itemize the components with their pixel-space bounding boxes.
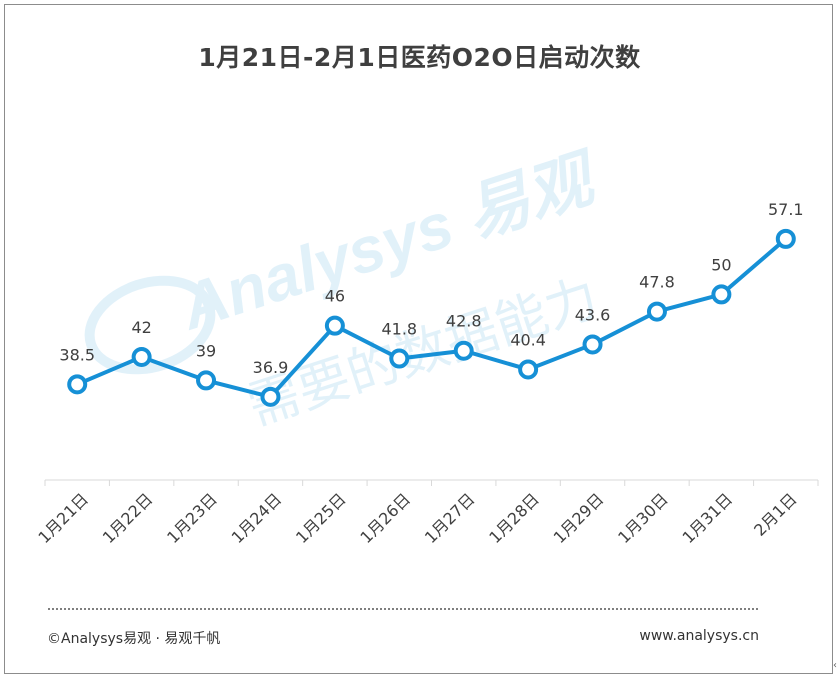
x-tick-label: 1月27日 bbox=[421, 489, 479, 547]
data-point bbox=[582, 334, 603, 355]
footer-divider bbox=[48, 608, 758, 610]
data-label: 57.1 bbox=[768, 200, 804, 219]
x-tick-label: 1月28日 bbox=[485, 489, 543, 547]
data-point bbox=[711, 284, 732, 305]
data-point bbox=[775, 228, 796, 249]
data-point bbox=[324, 315, 345, 336]
x-tick-label: 1月26日 bbox=[356, 489, 414, 547]
data-point bbox=[453, 340, 474, 361]
data-label: 50 bbox=[711, 255, 731, 274]
x-tick-label: 1月31日 bbox=[679, 489, 737, 547]
data-label: 47.8 bbox=[639, 273, 675, 292]
x-axis-labels: 1月21日 1月22日 1月23日 1月24日 1月25日 1月26日 1月27日 1月28日… bbox=[34, 489, 800, 547]
data-label: 36.9 bbox=[253, 358, 289, 377]
edge-mark: ‹ bbox=[833, 660, 837, 671]
data-label: 43.6 bbox=[575, 305, 611, 324]
x-tick-label: 2月1日 bbox=[750, 489, 800, 539]
data-label: 39 bbox=[196, 341, 216, 360]
data-label: 42.8 bbox=[446, 312, 482, 331]
data-label: 41.8 bbox=[381, 320, 417, 339]
data-point bbox=[67, 374, 88, 395]
data-labels: 38.5 42 39 36.9 46 41.8 42.8 40.4 43.6 47.8 50 57.1 bbox=[59, 200, 803, 377]
data-point bbox=[260, 386, 281, 407]
x-tick-label: 1月21日 bbox=[34, 489, 92, 547]
chart-title: 1月21日-2月1日医药O2O日启动次数 bbox=[198, 43, 641, 72]
data-label: 42 bbox=[131, 318, 151, 337]
series-line bbox=[76, 237, 788, 399]
data-points bbox=[67, 228, 796, 407]
x-axis-ticks bbox=[44, 480, 819, 486]
footer-source: ©Analysys易观 · 易观千帆 bbox=[47, 631, 221, 647]
data-point bbox=[518, 359, 539, 380]
x-tick-label: 1月22日 bbox=[99, 489, 157, 547]
data-label: 40.4 bbox=[510, 330, 546, 349]
x-tick-label: 1月24日 bbox=[228, 489, 286, 547]
x-tick-label: 1月23日 bbox=[163, 489, 221, 547]
footer-url: www.analysys.cn bbox=[639, 628, 759, 644]
x-tick-label: 1月30日 bbox=[614, 489, 672, 547]
x-tick-label: 1月25日 bbox=[292, 489, 350, 547]
data-label: 46 bbox=[325, 287, 345, 306]
x-tick-label: 1月29日 bbox=[550, 489, 608, 547]
data-point bbox=[646, 301, 667, 322]
data-label: 38.5 bbox=[59, 345, 95, 364]
chart-frame bbox=[4, 4, 833, 674]
data-point bbox=[131, 346, 152, 367]
data-point bbox=[389, 348, 410, 369]
data-point bbox=[196, 370, 217, 391]
